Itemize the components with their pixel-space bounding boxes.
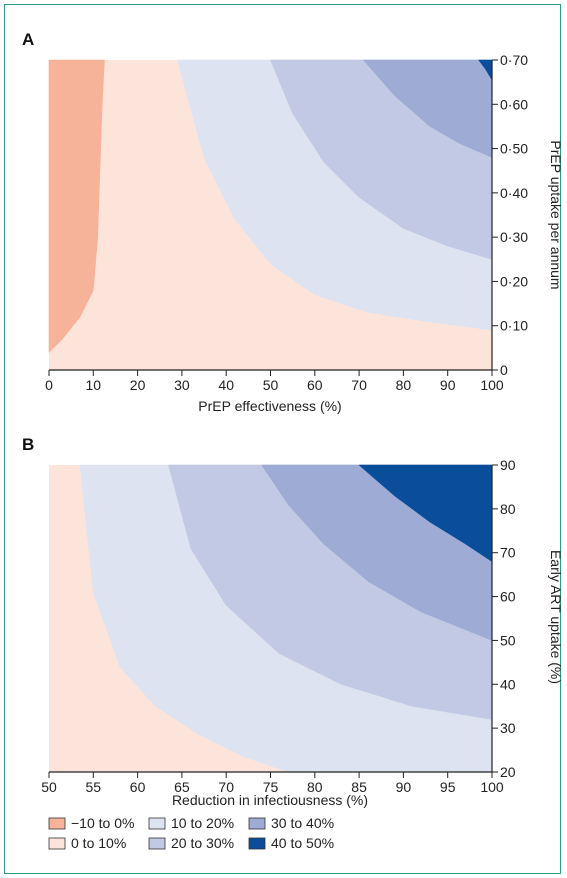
- panel-a-x-tick-label: 100: [480, 377, 504, 393]
- legend-swatch: [148, 817, 166, 830]
- panel-a-x-axis-label: PrEP effectiveness (%): [198, 398, 341, 414]
- legend-swatch: [248, 837, 266, 850]
- legend-label: 0 to 10%: [71, 835, 126, 851]
- panel-b-y-tick-label: 90: [500, 457, 516, 473]
- legend-swatch: [48, 817, 66, 830]
- legend-label: 20 to 30%: [171, 835, 234, 851]
- panel-b-y-tick-label: 50: [500, 632, 516, 648]
- panel-a-x-tick-label: 30: [174, 377, 190, 393]
- legend-label: 30 to 40%: [271, 815, 334, 831]
- panel-b-x-tick-label: 70: [218, 779, 234, 795]
- panel-a-x-tick-label: 90: [440, 377, 456, 393]
- panel-b-x-tick-label: 80: [307, 779, 323, 795]
- panel-a-y-tick-label: 0·60: [500, 96, 528, 112]
- panel-b-x-tick-label: 90: [396, 779, 412, 795]
- panel-a-y-tick-label: 0·50: [500, 141, 528, 157]
- panel-b-y-tick-label: 40: [500, 676, 516, 692]
- panel-a-x-tick-label: 70: [351, 377, 367, 393]
- panel-b-x-tick-label: 95: [440, 779, 456, 795]
- panel-a-y-tick-label: 0: [500, 362, 508, 378]
- panel-b-y-axis-label: Early ART uptake (%): [548, 550, 564, 684]
- legend-label: −10 to 0%: [71, 815, 134, 831]
- legend: −10 to 0% 0 to 10% 10 to 20% 20 to 30% 30 to…: [48, 815, 334, 851]
- panel-letter-a: A: [22, 30, 34, 49]
- legend-label: 10 to 20%: [171, 815, 234, 831]
- panel-b-x-tick-label: 50: [41, 779, 57, 795]
- panel-a-y-tick-label: 0·10: [500, 318, 528, 334]
- panel-b-y-tick-label: 60: [500, 589, 516, 605]
- panel-a-x-tick-label: 50: [263, 377, 279, 393]
- panel-b-y-tick-label: 30: [500, 720, 516, 736]
- panel-a-y-tick-label: 0·40: [500, 185, 528, 201]
- legend-swatch: [148, 837, 166, 850]
- panel-b-x-tick-label: 65: [174, 779, 190, 795]
- panel-b-y-tick-label: 80: [500, 501, 516, 517]
- figure-frame: [4, 4, 561, 874]
- panel-b-y-tick-label: 70: [500, 545, 516, 561]
- panel-a-x-tick-label: 20: [130, 377, 146, 393]
- panel-a-x-tick-label: 40: [218, 377, 234, 393]
- panel-a-x-tick-label: 60: [307, 377, 323, 393]
- panel-b-y-tick-label: 20: [500, 764, 516, 780]
- panel-b-x-tick-label: 85: [351, 779, 367, 795]
- panel-b-x-tick-label: 100: [480, 779, 504, 795]
- panel-a-y-axis-label: PrEP uptake per annum: [548, 140, 564, 289]
- legend-swatch: [248, 817, 266, 830]
- panel-a-y-tick-label: 0·70: [500, 52, 528, 68]
- panel-a-x-tick-label: 80: [396, 377, 412, 393]
- panel-a-x-tick-label: 10: [86, 377, 102, 393]
- panel-a-region-neg-10-to-0: [48, 59, 105, 353]
- legend-swatch: [48, 837, 66, 850]
- panel-b-x-axis-label: Reduction in infectiousness (%): [172, 792, 368, 808]
- panel-a-plot: 0 10 20 30 40 50 60 70 80 90 10000·100·200·300·400…: [45, 52, 528, 393]
- panel-b-x-tick-label: 60: [130, 779, 146, 795]
- panel-b-x-tick-label: 55: [86, 779, 102, 795]
- panel-a-x-tick-label: 0: [45, 377, 53, 393]
- panel-a-y-tick-label: 0·20: [500, 273, 528, 289]
- panel-a-y-tick-label: 0·30: [500, 229, 528, 245]
- legend-label: 40 to 50%: [271, 835, 334, 851]
- panel-letter-b: B: [22, 435, 34, 454]
- panel-b-x-tick-label: 75: [263, 779, 279, 795]
